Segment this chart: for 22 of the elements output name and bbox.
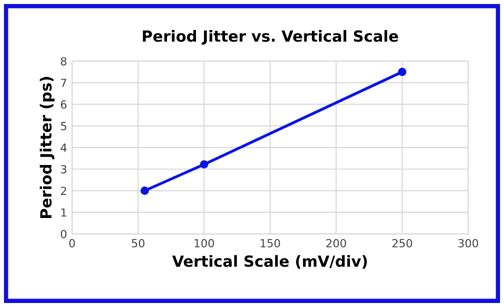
x-tick-label: 250 (392, 238, 412, 248)
y-tick-label: 7 (61, 78, 66, 87)
y-tick-label: 4 (60, 144, 67, 152)
y-tick-label: 1 (61, 208, 66, 217)
point (398, 68, 406, 76)
y-tick-label: 5 (61, 122, 66, 130)
y-axis-title: Period Jitter (ps) (40, 76, 55, 218)
x-axis-title: Vertical Scale (mV/div) (172, 255, 367, 269)
x-tick-label: 100 (194, 238, 214, 248)
x-tick-label: 200 (326, 238, 346, 248)
x-tick-label: 150 (260, 238, 280, 248)
y-tick-label: 3 (60, 165, 66, 174)
chart-title: Period Jitter vs. Vertical Scale (142, 30, 398, 45)
x-tick-label: 300 (458, 238, 478, 248)
y-tick-label: 0 (60, 230, 66, 238)
point (200, 160, 208, 169)
point (140, 186, 149, 195)
x-tick-label: 0 (69, 238, 75, 248)
x-tick-label: 50 (132, 238, 144, 248)
y-tick-label: 6 (60, 100, 67, 109)
y-tick-label: 2 (60, 186, 66, 195)
y-tick-label: 8 (60, 57, 66, 66)
